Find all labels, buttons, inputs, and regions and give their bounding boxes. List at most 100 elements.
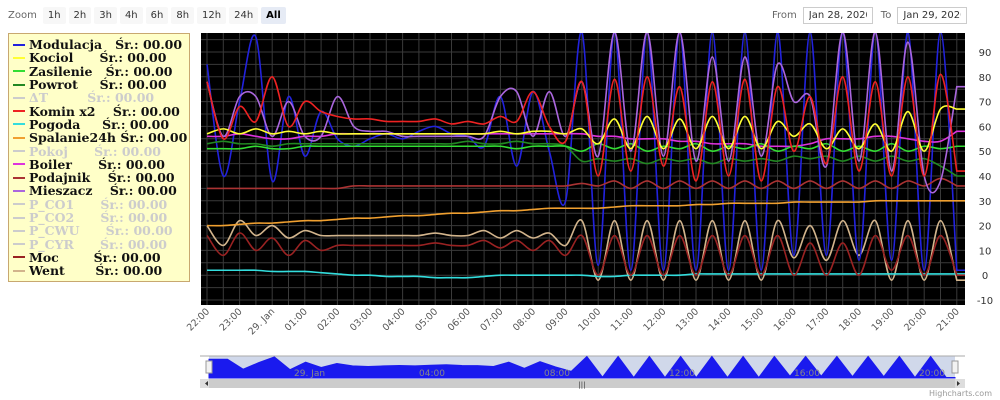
y-tick-label: 10	[979, 246, 992, 257]
zoom-button-2h[interactable]: 2h	[68, 7, 92, 24]
navigator-tick-label: 20:00	[919, 369, 945, 379]
legend-item-went[interactable]: Went Śr.: 00.00	[13, 263, 189, 279]
y-tick-label: 70	[979, 98, 992, 109]
zoom-button-3h[interactable]: 3h	[94, 7, 117, 24]
legend-item-kociol[interactable]: Kociol Śr.: 00.00	[13, 50, 189, 66]
legend-symbol	[13, 243, 25, 246]
legend-symbol	[13, 83, 25, 86]
navigator-tick-label: 12:00	[669, 369, 695, 379]
series-line-podajnik	[206, 177, 965, 190]
zoom-button-12h[interactable]: 12h	[197, 7, 227, 24]
legend-symbol	[13, 256, 25, 259]
x-tick-label: 23:00	[218, 306, 245, 333]
x-tick-label: 14:00	[707, 306, 734, 333]
legend-item-p-cwu[interactable]: P_CWU Śr.: 00.00	[13, 223, 189, 239]
y-tick-label: 50	[979, 147, 992, 158]
x-tick-label: 20:00	[902, 306, 929, 333]
legend-average: Śr.: 00.00	[100, 196, 168, 212]
legend-item-p-co1[interactable]: P_CO1 Śr.: 00.00	[13, 196, 189, 212]
grid	[201, 33, 965, 305]
legend-item-modulacja[interactable]: Modulacja Śr.: 00.00	[13, 37, 189, 53]
series-line-spalanie24h	[206, 199, 965, 227]
scrollbar-right-arrow-icon[interactable]	[957, 381, 960, 386]
legend-name: Went	[29, 263, 65, 279]
legend-item-p-co2[interactable]: P_CO2 Śr.: 00.00	[13, 210, 189, 226]
x-tick-label: 07:00	[478, 306, 505, 333]
x-tick-label: 13:00	[674, 306, 701, 333]
legend-symbol	[13, 216, 25, 219]
legend-symbol	[13, 176, 25, 179]
legend-symbol	[13, 123, 25, 126]
zoom-button-1h[interactable]: 1h	[42, 7, 66, 24]
zoom-button-6h[interactable]: 6h	[145, 7, 169, 24]
legend-item-moc[interactable]: Moc Śr.: 00.00	[13, 250, 189, 265]
x-tick-label: 15:00	[739, 306, 766, 333]
scrollbar-left-arrow-icon[interactable]	[205, 381, 208, 386]
legend-item-komin-x2[interactable]: Komin x2 Śr.: 00.00	[13, 103, 189, 119]
navigator-handle-right[interactable]	[951, 360, 959, 374]
navigator-tick-label: 08:00	[544, 369, 570, 379]
series-line-moc	[206, 232, 965, 277]
zoom-button-4h[interactable]: 4h	[119, 7, 143, 24]
legend-average: Śr.: 00.00	[100, 210, 168, 226]
legend-name: P_CYR	[29, 236, 74, 252]
series-line-pogoda	[207, 269, 965, 279]
legend-average: Śr.: 00.00	[100, 236, 167, 252]
date-range: From To	[772, 7, 975, 24]
x-tick-label: 08:00	[511, 306, 538, 333]
legend-name: Pogoda	[29, 116, 81, 132]
legend-name: Powrot	[29, 77, 78, 93]
legend-name: P_CO2	[29, 210, 75, 226]
y-tick-label: 90	[979, 48, 992, 59]
x-tick-label: 22:00	[185, 306, 212, 333]
legend-item-podajnik[interactable]: Podajnik Śr.: 00.00	[13, 170, 189, 186]
legend-item-zasilenie[interactable]: Zasilenie Śr.: 00.00	[13, 63, 189, 79]
legend-average: Śr.: 00.00	[99, 50, 167, 66]
legend-name: ΔT	[29, 90, 49, 106]
legend-symbol	[13, 150, 25, 153]
x-tick-label: 11:00	[609, 306, 636, 333]
scrollbar-track[interactable]	[200, 379, 965, 388]
from-date-input[interactable]	[802, 7, 873, 24]
legend-average: Śr.: 00.00	[115, 37, 183, 53]
x-tick-label: 12:00	[641, 306, 668, 333]
legend-average: Śr.: 00.00	[112, 103, 180, 119]
legend-item-mieszacz[interactable]: Mieszacz Śr.: 00.00	[13, 183, 189, 198]
legend-name: Zasilenie	[29, 63, 93, 79]
legend-item-p-cyr[interactable]: P_CYR Śr.: 00.00	[13, 236, 189, 252]
legend-item-pokoj[interactable]: Pokoj Śr.: 00.00	[13, 143, 189, 159]
series-line-mieszacz	[206, 33, 965, 194]
legend-item-powrot[interactable]: Powrot Śr.: 00.00	[13, 77, 189, 93]
legend-item-pogoda[interactable]: Pogoda Śr.: 00.00	[13, 116, 189, 132]
legend-name: P_CWU	[29, 223, 80, 239]
series-line-boiler	[206, 130, 965, 148]
scrollbar-grip-icon: |||	[578, 381, 585, 389]
series-line-zasilenie	[207, 142, 965, 153]
scrollbar-thumb[interactable]	[209, 379, 955, 388]
legend-name: Podajnik	[29, 170, 91, 186]
legend-item-spalanie24h[interactable]: Spalanie24h Śr.: 00.00	[13, 130, 189, 146]
series-line-komin-x2	[206, 73, 965, 182]
series-line-kociol	[206, 105, 965, 153]
plot-background	[201, 33, 965, 305]
legend-average: Śr.: 00.00	[87, 90, 155, 106]
legend-name: Pokoj	[29, 143, 68, 159]
legend-name: P_CO1	[29, 196, 75, 212]
legend-symbol	[13, 136, 25, 139]
legend-name: Boiler	[29, 156, 72, 172]
credits-link[interactable]: Highcharts.com	[929, 389, 992, 398]
legend-average: Śr.: 00.00	[105, 223, 173, 239]
zoom-button-8h[interactable]: 8h	[171, 7, 195, 24]
legend-symbol	[13, 96, 25, 99]
y-tick-label: 40	[979, 172, 992, 183]
y-tick-label: 20	[979, 222, 992, 233]
legend-item-boiler[interactable]: Boiler Śr.: 00.00	[13, 156, 189, 172]
zoom-button-all[interactable]: All	[261, 7, 286, 24]
zoom-button-24h[interactable]: 24h	[229, 7, 259, 24]
x-tick-label: 18:00	[837, 306, 864, 333]
legend-item--t[interactable]: ΔT Śr.: 00.00	[13, 90, 189, 106]
navigator-handle-left[interactable]	[205, 360, 213, 374]
legend-name: Modulacja	[29, 37, 103, 53]
to-date-input[interactable]	[897, 7, 968, 24]
legend-average: Śr.: 00.00	[120, 130, 188, 146]
